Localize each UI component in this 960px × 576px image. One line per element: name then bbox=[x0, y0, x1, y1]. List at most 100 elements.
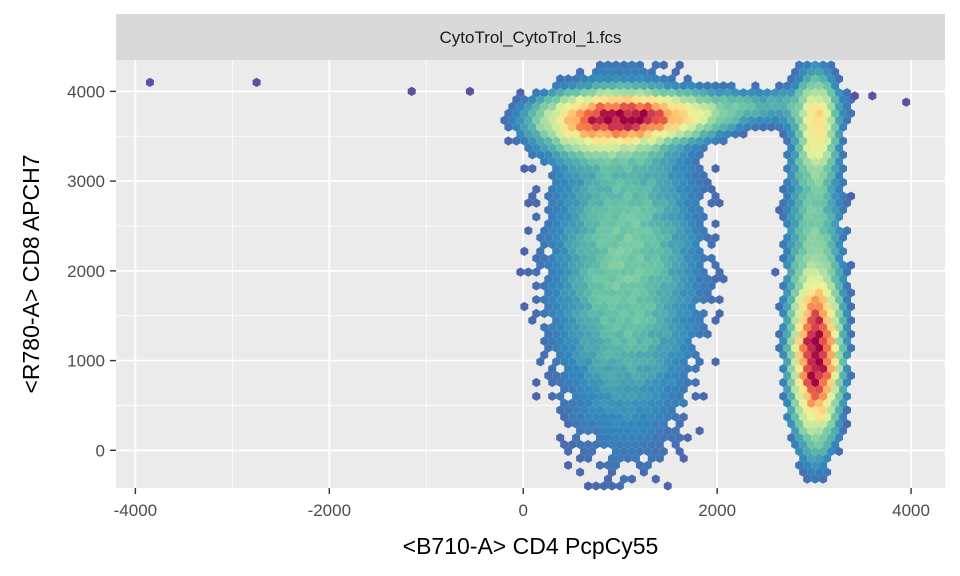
hexbin-cell bbox=[604, 74, 612, 84]
hexbin-cell bbox=[843, 308, 851, 319]
hexbin-cell bbox=[564, 239, 573, 250]
hexbin-cell bbox=[584, 371, 593, 381]
hexbin-cell bbox=[691, 226, 700, 236]
hexbin-cell bbox=[807, 164, 816, 174]
hexbin-cell bbox=[671, 246, 680, 256]
hexbin-cell bbox=[631, 412, 640, 422]
hexbin-cell bbox=[643, 157, 652, 167]
hexbin-cell bbox=[608, 95, 616, 105]
hexbin-cell bbox=[544, 95, 553, 105]
hexbin-cell bbox=[651, 212, 660, 222]
hexbin-cell bbox=[655, 81, 664, 91]
hexbin-cell bbox=[655, 384, 664, 394]
hexbin-cell bbox=[795, 226, 804, 236]
hexbin-cell bbox=[819, 60, 828, 70]
hexbin-cell bbox=[592, 164, 600, 174]
hexbin-cell bbox=[596, 226, 604, 236]
hexbin-cell bbox=[588, 308, 596, 319]
hexbin-cell bbox=[675, 391, 684, 401]
hexbin-cell bbox=[572, 157, 581, 167]
hexbin-cell bbox=[651, 405, 660, 415]
hexbin-cell bbox=[683, 295, 692, 305]
hexbin-cell bbox=[592, 136, 600, 146]
hexbin-cell bbox=[775, 108, 784, 118]
hexbin-cell bbox=[572, 184, 581, 194]
hexbin-cell bbox=[819, 474, 828, 484]
hexbin-cell bbox=[679, 315, 688, 325]
outlier-event bbox=[252, 77, 261, 87]
hexbin-cell bbox=[679, 191, 688, 201]
hexbin-cell bbox=[584, 412, 593, 422]
hexbin-cell bbox=[803, 198, 812, 208]
hexbin-cell bbox=[592, 95, 600, 105]
hexbin-cell bbox=[616, 233, 624, 243]
hexbin-cell bbox=[667, 322, 676, 332]
hexbin-cell bbox=[532, 143, 541, 153]
hexbin-cell bbox=[548, 101, 557, 112]
hexbin-cell bbox=[787, 364, 796, 374]
hexbin-cell bbox=[831, 371, 840, 381]
hexbin-cell bbox=[831, 384, 840, 394]
hexbin-cell bbox=[627, 308, 636, 319]
hexbin-cell bbox=[823, 177, 832, 187]
hexbin-cell bbox=[779, 295, 788, 305]
hexbin-cell bbox=[823, 288, 832, 298]
hexbin-cell bbox=[639, 164, 648, 174]
hexbin-cell bbox=[783, 150, 792, 160]
hexbin-cell bbox=[671, 274, 680, 284]
hexbin-cell bbox=[663, 108, 672, 118]
hexbin-cell bbox=[739, 88, 748, 98]
hexbin-cell bbox=[651, 267, 660, 277]
hexbin-cell bbox=[612, 101, 620, 112]
hexbin-cell bbox=[663, 81, 672, 91]
hexbin-cell bbox=[655, 343, 664, 353]
hexbin-cell bbox=[683, 350, 692, 360]
hexbin-cell bbox=[791, 67, 800, 77]
hexbin-cell bbox=[691, 129, 700, 139]
hexbin-cell bbox=[588, 336, 596, 346]
hexbin-cell bbox=[835, 446, 843, 457]
hexbin-cell bbox=[623, 150, 632, 160]
hexbin-cell bbox=[695, 122, 704, 132]
hexbin-cell bbox=[619, 405, 628, 415]
hexbin-cell bbox=[627, 198, 636, 208]
y-tick-label: 1000 bbox=[67, 352, 105, 371]
hexbin-cell bbox=[623, 122, 632, 132]
hexbin-cell bbox=[783, 288, 792, 298]
hexbin-cell bbox=[811, 377, 820, 388]
hexbin-cell bbox=[619, 364, 628, 374]
hexbin-cell bbox=[839, 329, 847, 339]
hexbin-cell bbox=[588, 405, 596, 415]
hexbin-cell bbox=[803, 115, 812, 125]
hexbin-cell bbox=[751, 95, 760, 105]
hexbin-cell bbox=[568, 315, 577, 325]
hexbin-cell bbox=[679, 136, 688, 146]
hexbin-cell bbox=[612, 295, 620, 305]
y-axis-title: <R780-A> CD8 APCH7 bbox=[18, 154, 44, 393]
hexbin-cell bbox=[791, 164, 800, 174]
hexbin-cell bbox=[707, 281, 716, 291]
hexbin-cell bbox=[580, 88, 589, 98]
hexbin-cell bbox=[596, 267, 604, 277]
hexbin-cell bbox=[627, 253, 636, 263]
hexbin-cell bbox=[675, 115, 684, 125]
hexbin-cell bbox=[616, 426, 624, 436]
hexbin-cell bbox=[600, 150, 608, 160]
hexbin-cell bbox=[819, 226, 828, 236]
hexbin-cell bbox=[572, 350, 581, 360]
hexbin-cell bbox=[675, 157, 684, 167]
hexbin-cell bbox=[635, 239, 644, 250]
hexbin-cell bbox=[552, 246, 561, 256]
hexbin-cell bbox=[663, 191, 672, 201]
hexbin-cell bbox=[815, 274, 824, 284]
hexbin-cell bbox=[532, 253, 541, 263]
hexbin-cell bbox=[596, 157, 604, 167]
hexbin-cell bbox=[532, 391, 541, 401]
hexbin-cell bbox=[556, 212, 565, 222]
hexbin-cell bbox=[532, 88, 541, 98]
hexbin-cell bbox=[687, 164, 696, 174]
hexbin-cell bbox=[600, 412, 608, 422]
hexbin-cell bbox=[516, 101, 525, 112]
hexbin-cell bbox=[811, 405, 820, 415]
hexbin-cell bbox=[619, 239, 628, 250]
